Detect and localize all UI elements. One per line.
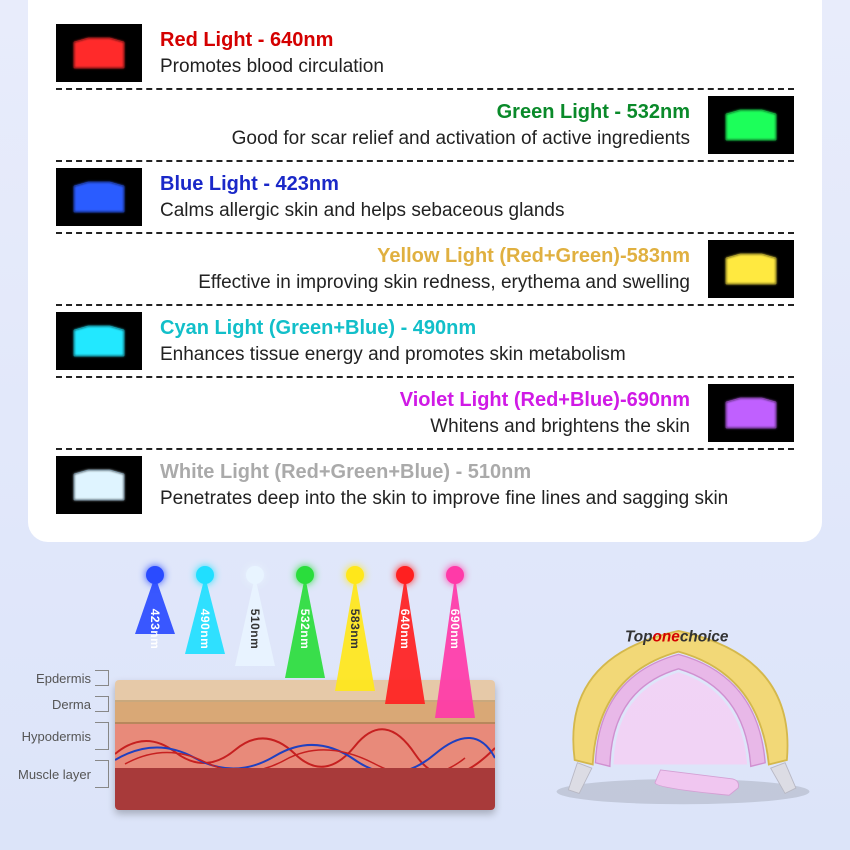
light-title: Cyan Light (Green+Blue) - 490nm [160, 316, 794, 341]
beam-wavelength: 510nm [248, 609, 262, 650]
light-desc: Enhances tissue energy and promotes skin… [160, 343, 794, 367]
skin-label: Hypodermis [22, 729, 91, 744]
light-beam: 490nm [183, 570, 227, 720]
light-beam: 510nm [233, 570, 277, 720]
led-panel-icon [708, 96, 794, 154]
light-desc: Promotes blood circulation [160, 55, 794, 79]
beam-wavelength: 490nm [198, 609, 212, 650]
light-list-card: Red Light - 640nm Promotes blood circula… [28, 0, 822, 542]
light-text: Violet Light (Red+Blue)-690nm Whitens an… [56, 388, 690, 439]
light-text: Cyan Light (Green+Blue) - 490nm Enhances… [160, 316, 794, 367]
light-title: Red Light - 640nm [160, 28, 794, 53]
light-title: Violet Light (Red+Blue)-690nm [56, 388, 690, 413]
light-title: Green Light - 532nm [56, 100, 690, 125]
led-panel-icon [56, 312, 142, 370]
skin-label: Epdermis [36, 671, 91, 686]
led-panel-icon [708, 384, 794, 442]
led-panel-icon [56, 456, 142, 514]
light-text: Red Light - 640nm Promotes blood circula… [160, 28, 794, 79]
led-panel-icon [56, 168, 142, 226]
device-illustration: Toponechoice [525, 602, 832, 810]
beam-wavelength: 423nm [148, 609, 162, 650]
beam-wavelength: 532nm [298, 609, 312, 650]
light-row: Yellow Light (Red+Green)-583nm Effective… [56, 234, 794, 306]
skin-label: Derma [52, 697, 91, 712]
light-row: Violet Light (Red+Blue)-690nm Whitens an… [56, 378, 794, 450]
light-beam: 423nm [133, 570, 177, 720]
light-text: Blue Light - 423nm Calms allergic skin a… [160, 172, 794, 223]
led-panel-icon [708, 240, 794, 298]
light-row: Green Light - 532nm Good for scar relief… [56, 90, 794, 162]
beam-wavelength: 640nm [398, 609, 412, 650]
beam-wavelength: 690nm [448, 609, 462, 650]
light-text: Yellow Light (Red+Green)-583nm Effective… [56, 244, 690, 295]
light-beams: 423nm 490nm 510nm 532nm 583nm 640nm 690n… [115, 570, 495, 720]
skin-label: Muscle layer [18, 767, 91, 782]
light-beam: 640nm [383, 570, 427, 720]
diagram-section: Epdermis Derma Hypodermis Muscle layer 4… [18, 570, 832, 810]
skin-diagram: Epdermis Derma Hypodermis Muscle layer 4… [18, 570, 495, 810]
light-text: White Light (Red+Green+Blue) - 510nm Pen… [160, 460, 794, 511]
led-panel-icon [56, 24, 142, 82]
light-desc: Penetrates deep into the skin to improve… [160, 487, 794, 511]
light-desc: Good for scar relief and activation of a… [56, 127, 690, 151]
light-desc: Whitens and brightens the skin [56, 415, 690, 439]
beam-wavelength: 583nm [348, 609, 362, 650]
light-desc: Effective in improving skin redness, ery… [56, 271, 690, 295]
light-title: White Light (Red+Green+Blue) - 510nm [160, 460, 794, 485]
light-desc: Calms allergic skin and helps sebaceous … [160, 199, 794, 223]
light-beam: 583nm [333, 570, 377, 720]
skin-layer-labels: Epdermis Derma Hypodermis Muscle layer [18, 670, 109, 788]
light-title: Yellow Light (Red+Green)-583nm [56, 244, 690, 269]
svg-text:Toponechoice: Toponechoice [625, 629, 729, 646]
light-row: White Light (Red+Green+Blue) - 510nm Pen… [56, 450, 794, 520]
light-row: Blue Light - 423nm Calms allergic skin a… [56, 162, 794, 234]
light-text: Green Light - 532nm Good for scar relief… [56, 100, 690, 151]
light-title: Blue Light - 423nm [160, 172, 794, 197]
light-row: Cyan Light (Green+Blue) - 490nm Enhances… [56, 306, 794, 378]
light-row: Red Light - 640nm Promotes blood circula… [56, 18, 794, 90]
light-beam: 690nm [433, 570, 477, 720]
light-beam: 532nm [283, 570, 327, 720]
